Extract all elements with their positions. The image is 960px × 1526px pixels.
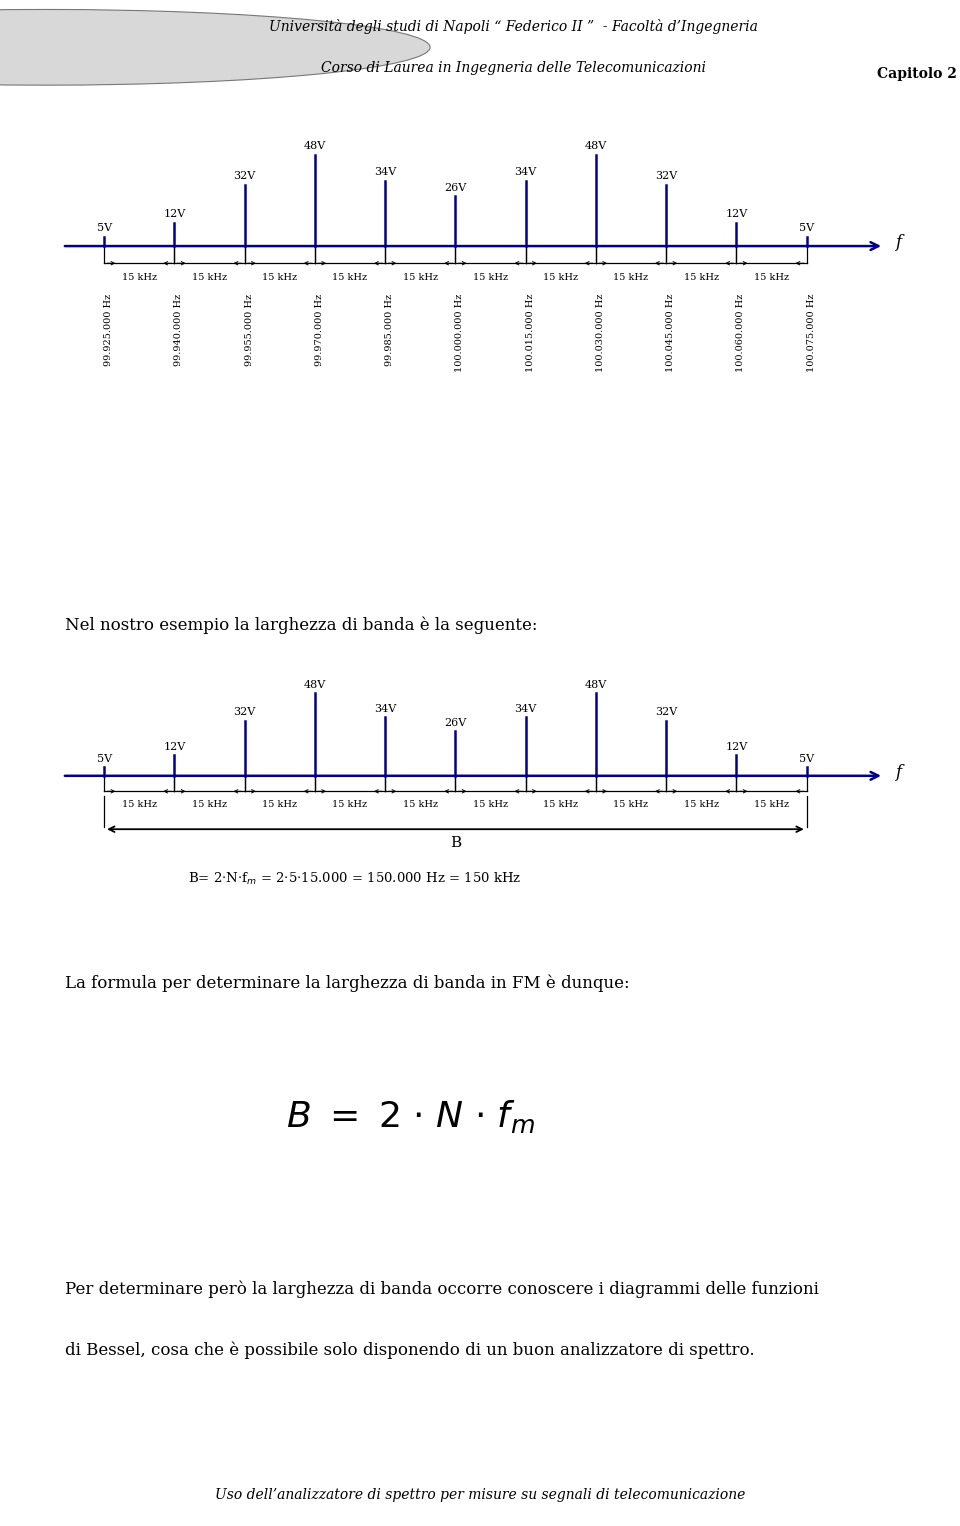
Text: 5V: 5V: [799, 754, 814, 763]
Text: 100.000.000 Hz: 100.000.000 Hz: [455, 295, 465, 372]
Text: 15 kHz: 15 kHz: [543, 273, 578, 282]
Text: 32V: 32V: [655, 171, 677, 182]
Text: 99.970.000 Hz: 99.970.000 Hz: [315, 295, 324, 366]
Text: f: f: [895, 233, 901, 250]
Text: 15 kHz: 15 kHz: [122, 273, 156, 282]
Text: 48V: 48V: [585, 679, 607, 690]
Text: Nel nostro esempio la larghezza di banda è la seguente:: Nel nostro esempio la larghezza di banda…: [65, 617, 538, 635]
Text: Università degli studi di Napoli “ Federico II ”  - Facoltà d’Ingegneria: Università degli studi di Napoli “ Feder…: [269, 18, 758, 34]
Text: 34V: 34V: [515, 168, 537, 177]
Circle shape: [0, 9, 430, 85]
Text: 99.955.000 Hz: 99.955.000 Hz: [245, 295, 253, 366]
Text: 15 kHz: 15 kHz: [543, 800, 578, 809]
Text: 15 kHz: 15 kHz: [262, 800, 298, 809]
Text: B: B: [450, 836, 461, 850]
Text: 99.985.000 Hz: 99.985.000 Hz: [385, 295, 395, 366]
Text: 15 kHz: 15 kHz: [192, 800, 228, 809]
Text: 26V: 26V: [444, 717, 467, 728]
Text: 15 kHz: 15 kHz: [332, 800, 368, 809]
Text: 32V: 32V: [655, 707, 677, 717]
Text: 15 kHz: 15 kHz: [754, 273, 789, 282]
Text: Capitolo 2: Capitolo 2: [876, 67, 957, 81]
Text: 100.030.000 Hz: 100.030.000 Hz: [596, 295, 605, 372]
Text: $\mathbf{\mathit{B}}$ $=$ $2$ $\cdot$ $\mathbf{\mathit{N}}$ $\cdot$ $\mathbf{\ma: $\mathbf{\mathit{B}}$ $=$ $2$ $\cdot$ $\…: [286, 1097, 536, 1135]
Text: di Bessel, cosa che è possibile solo disponendo di un buon analizzatore di spett: di Bessel, cosa che è possibile solo dis…: [65, 1341, 755, 1360]
Text: 15 kHz: 15 kHz: [192, 273, 228, 282]
Text: 34V: 34V: [374, 703, 396, 714]
Text: 15 kHz: 15 kHz: [403, 800, 438, 809]
Text: 15 kHz: 15 kHz: [122, 800, 156, 809]
Text: 100.045.000 Hz: 100.045.000 Hz: [666, 295, 675, 372]
Text: 32V: 32V: [233, 171, 255, 182]
Text: 12V: 12V: [163, 742, 185, 752]
Text: 15 kHz: 15 kHz: [403, 273, 438, 282]
Text: 15 kHz: 15 kHz: [262, 273, 298, 282]
Text: 100.075.000 Hz: 100.075.000 Hz: [806, 295, 816, 372]
Text: Per determinare però la larghezza di banda occorre conoscere i diagrammi delle f: Per determinare però la larghezza di ban…: [65, 1280, 819, 1297]
Text: 5V: 5V: [799, 223, 814, 233]
Text: 26V: 26V: [444, 183, 467, 192]
Text: 99.925.000 Hz: 99.925.000 Hz: [105, 295, 113, 366]
Text: 15 kHz: 15 kHz: [613, 273, 649, 282]
Text: 5V: 5V: [97, 754, 111, 763]
Text: 15 kHz: 15 kHz: [332, 273, 368, 282]
Text: Corso di Laurea in Ingegneria delle Telecomunicazioni: Corso di Laurea in Ingegneria delle Tele…: [321, 61, 707, 75]
Text: 34V: 34V: [374, 168, 396, 177]
Text: 15 kHz: 15 kHz: [473, 273, 508, 282]
Text: 100.015.000 Hz: 100.015.000 Hz: [526, 295, 535, 372]
Text: 12V: 12V: [725, 742, 748, 752]
Text: La formula per determinare la larghezza di banda in FM è dunque:: La formula per determinare la larghezza …: [65, 975, 630, 992]
Text: 15 kHz: 15 kHz: [473, 800, 508, 809]
Text: 15 kHz: 15 kHz: [754, 800, 789, 809]
Text: f: f: [895, 765, 901, 781]
Text: 48V: 48V: [303, 679, 326, 690]
Text: 100.060.000 Hz: 100.060.000 Hz: [736, 295, 745, 372]
Text: B= 2$\cdot$N$\cdot$f$_m$ = 2$\cdot$5$\cdot$15.000 = 150.000 Hz = 150 kHz: B= 2$\cdot$N$\cdot$f$_m$ = 2$\cdot$5$\cd…: [188, 870, 521, 887]
Text: 15 kHz: 15 kHz: [684, 273, 719, 282]
Text: 15 kHz: 15 kHz: [613, 800, 649, 809]
Text: Uso dell’analizzatore di spettro per misure su segnali di telecomunicazione: Uso dell’analizzatore di spettro per mis…: [215, 1488, 745, 1502]
Text: 15 kHz: 15 kHz: [684, 800, 719, 809]
Text: 48V: 48V: [303, 140, 326, 151]
Text: 99.940.000 Hz: 99.940.000 Hz: [175, 295, 183, 366]
Text: 12V: 12V: [725, 209, 748, 220]
Text: 5V: 5V: [97, 223, 111, 233]
Text: 48V: 48V: [585, 140, 607, 151]
Text: 34V: 34V: [515, 703, 537, 714]
Text: 32V: 32V: [233, 707, 255, 717]
Text: 12V: 12V: [163, 209, 185, 220]
